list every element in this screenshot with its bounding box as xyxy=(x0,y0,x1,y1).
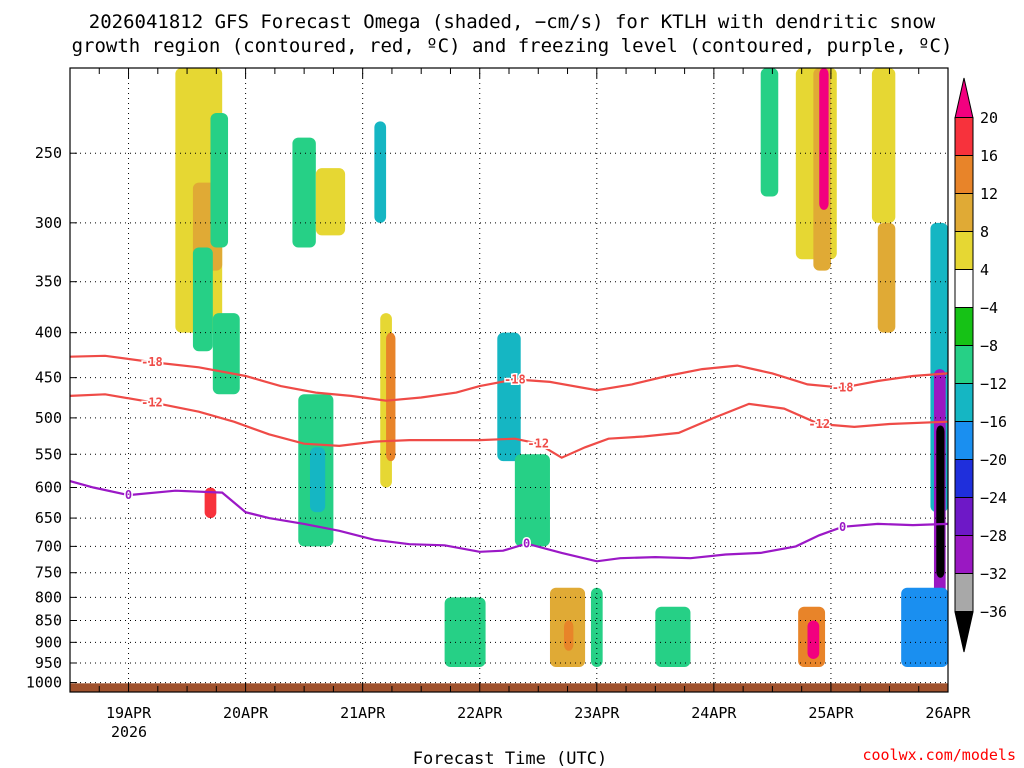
colorbar-label-8: −16 xyxy=(980,413,1007,431)
y-tick-label-11: 800 xyxy=(35,588,62,606)
omega-cell-6 xyxy=(292,137,316,248)
y-tick-label-3: 400 xyxy=(35,324,62,342)
colorbar-segment-13 xyxy=(954,573,974,612)
omega-cell-26 xyxy=(871,68,896,223)
y-tick-label-0: 250 xyxy=(35,144,62,162)
colorbar-label-0: 20 xyxy=(980,109,998,127)
colorbar-bottom-arrow xyxy=(954,611,974,653)
colorbar-segment-6 xyxy=(954,307,974,346)
colorbar-segment-2 xyxy=(954,155,974,194)
omega-cell-19 xyxy=(655,606,691,667)
colorbar-segment-7 xyxy=(954,345,974,384)
x-tick-label-2: 21APR xyxy=(340,704,386,722)
contour-label-0-2: -18 xyxy=(832,381,854,395)
colorbar-label-9: −20 xyxy=(980,451,1007,469)
y-tick-label-7: 600 xyxy=(35,479,62,497)
x-tick-label-6: 25APR xyxy=(808,704,854,722)
colorbar-label-11: −28 xyxy=(980,527,1007,545)
x-tick-label-4: 23APR xyxy=(574,704,620,722)
x-tick-label-0: 19APR xyxy=(106,704,152,722)
contour-label-2-2: 0 xyxy=(839,520,846,534)
x-tick-label-3: 22APR xyxy=(457,704,503,722)
colorbar-label-3: 8 xyxy=(980,223,989,241)
y-tick-label-13: 900 xyxy=(35,633,62,651)
y-tick-label-14: 950 xyxy=(35,654,62,672)
omega-cell-13 xyxy=(497,332,521,462)
colorbar-segment-8 xyxy=(954,383,974,422)
colorbar-label-10: −24 xyxy=(980,489,1007,507)
colorbar: 20 16 12 8 4 −4 −8 −12 −16 −20 −24 −28 −32 −36 xyxy=(954,77,1007,653)
chart-title-line-2: growth region (contoured, red, ºC) and f… xyxy=(72,35,953,57)
omega-cell-4 xyxy=(212,313,240,395)
x-axis-title: Forecast Time (UTC) xyxy=(413,749,607,768)
omega-cell-30 xyxy=(936,425,945,578)
contour-label-2-0: 0 xyxy=(125,488,132,502)
chart-title-line-1: 2026041812 GFS Forecast Omega (shaded, −… xyxy=(89,11,936,33)
omega-cell-12 xyxy=(309,447,326,513)
colorbar-label-2: 12 xyxy=(980,185,998,203)
omega-cell-14 xyxy=(514,454,550,547)
colorbar-segment-10 xyxy=(954,459,974,498)
credit-label: coolwx.com/models xyxy=(862,746,1016,764)
contour-label-1-1: -12 xyxy=(527,437,549,451)
colorbar-segment-1 xyxy=(954,117,974,156)
y-tick-label-8: 650 xyxy=(35,509,62,527)
contour-label-0-0: -18 xyxy=(141,355,163,369)
x-tick-label-7: 26APR xyxy=(925,704,971,722)
colorbar-segment-4 xyxy=(954,231,974,270)
y-axis: 250 300 350 400 450 500 550 600 650 700 750 800 850 9… xyxy=(26,144,77,692)
omega-cell-20 xyxy=(760,68,779,197)
y-tick-label-15: 1000 xyxy=(26,674,62,692)
contour-line-0 xyxy=(70,354,948,402)
y-tick-label-4: 450 xyxy=(35,369,62,387)
omega-cell-5 xyxy=(204,487,217,519)
omega-cell-7 xyxy=(315,168,346,236)
colorbar-label-5: −4 xyxy=(980,299,998,317)
y-tick-label-1: 300 xyxy=(35,214,62,232)
y-tick-label-9: 700 xyxy=(35,537,62,555)
colorbar-label-6: −8 xyxy=(980,337,998,355)
y-tick-label-10: 750 xyxy=(35,564,62,582)
colorbar-label-12: −32 xyxy=(980,565,1007,583)
colorbar-segment-12 xyxy=(954,535,974,574)
omega-cell-10 xyxy=(386,332,396,462)
omega-cell-25 xyxy=(807,620,820,659)
colorbar-label-4: 4 xyxy=(980,261,989,279)
contour-label-0-1: -18 xyxy=(504,372,526,386)
omega-cell-3 xyxy=(192,247,213,352)
colorbar-top-arrow xyxy=(954,77,974,119)
colorbar-segment-3 xyxy=(954,193,974,232)
contour-label-1-2: -12 xyxy=(808,417,830,431)
colorbar-label-13: −36 xyxy=(980,603,1007,621)
contours: -18 -18 -18 -12 -12 -12 0 0 0 xyxy=(70,354,948,563)
omega-cell-17 xyxy=(564,620,574,651)
x-tick-label-1: 20APR xyxy=(223,704,269,722)
y-tick-label-6: 550 xyxy=(35,445,62,463)
y-tick-label-12: 850 xyxy=(35,612,62,630)
omega-cell-27 xyxy=(877,222,896,333)
y-tick-label-2: 350 xyxy=(35,273,62,291)
x-axis: 19APR 20APR 21APR 22APR 23APR 24APR 25APR 26APR xyxy=(69,68,972,722)
contour-line-2 xyxy=(70,480,948,563)
year-label: 2026 xyxy=(111,723,147,741)
omega-cell-15 xyxy=(444,597,486,667)
omega-cell-2 xyxy=(210,112,229,248)
omega-cell-18 xyxy=(590,587,603,667)
colorbar-segment-5 xyxy=(954,269,974,308)
contour-line-1 xyxy=(70,393,948,459)
colorbar-segment-9 xyxy=(954,421,974,460)
contour-label-1-0: -12 xyxy=(141,395,163,409)
omega-cell-23 xyxy=(819,68,829,210)
x-tick-label-5: 24APR xyxy=(691,704,737,722)
colorbar-segment-11 xyxy=(954,497,974,536)
omega-cell-31 xyxy=(901,587,948,667)
colorbar-label-1: 16 xyxy=(980,147,998,165)
y-tick-label-5: 500 xyxy=(35,409,62,427)
colorbar-label-7: −12 xyxy=(980,375,1007,393)
omega-cell-8 xyxy=(374,121,387,223)
contour-label-2-1: 0 xyxy=(523,537,530,551)
